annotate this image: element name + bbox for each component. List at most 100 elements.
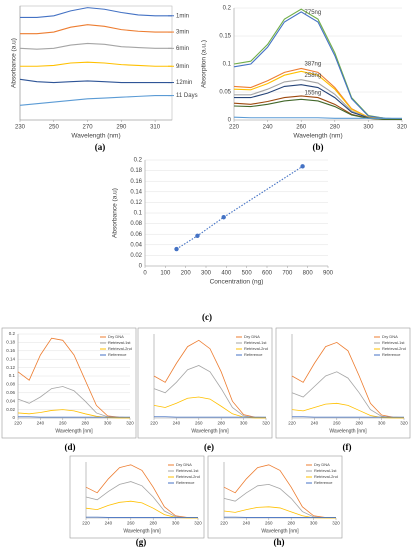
y-axis-label: Absorbance (a.u) (112, 188, 119, 238)
x-tick-label: 260 (127, 521, 135, 526)
legend-label: 11 Days (176, 93, 198, 99)
panel-label: (c) (202, 312, 212, 322)
data-line (234, 79, 403, 120)
x-tick-label: 240 (37, 421, 45, 426)
x-tick-label: 400 (221, 271, 232, 277)
legend-label: 9min (176, 64, 189, 70)
point (174, 246, 179, 252)
data-line (20, 7, 172, 18)
x-axis-label: Wavelength [nm] (55, 428, 93, 434)
legend-label: Dry DNA (314, 462, 330, 467)
y-tick-label: 0.2 (223, 6, 232, 12)
legend-label: Retrieval-2nd (382, 346, 406, 351)
x-tick-label: 300 (363, 125, 374, 131)
panel-frame (69, 455, 205, 539)
annotation: 775ng (305, 10, 322, 16)
legend-label: 1min (176, 13, 189, 19)
x-tick-label: 600 (262, 271, 273, 277)
data-line (19, 42, 172, 50)
data-line (17, 337, 131, 418)
panel-frame (137, 327, 273, 439)
data-line (291, 371, 405, 419)
y-tick-label: 0.02 (6, 407, 15, 412)
y-tick-label: 0.08 (6, 382, 15, 387)
y-tick-label: 0.12 (130, 200, 142, 206)
y-tick-label: 0.16 (6, 348, 15, 353)
x-tick-label: 280 (355, 421, 363, 426)
legend-label: Retrieval-2nd (314, 474, 338, 479)
x-tick-label: 280 (149, 521, 157, 526)
data-line (20, 61, 172, 67)
data-line (153, 396, 266, 419)
y-tick-label: 0.15 (219, 34, 231, 40)
x-tick-label: 300 (378, 421, 386, 426)
y-axis-label: Absorbance (a.u) (11, 38, 18, 88)
legend-label: 6min (176, 46, 189, 52)
y-tick-label: 0.05 (219, 90, 231, 96)
data-line (20, 24, 172, 35)
panel-frame (275, 327, 411, 439)
data-line (291, 402, 404, 419)
x-tick-label: 700 (282, 271, 293, 277)
x-tick-label: 240 (263, 125, 274, 131)
x-tick-label: 250 (49, 125, 60, 131)
x-tick-label: 300 (201, 271, 212, 277)
y-tick-label: 0.06 (6, 390, 15, 395)
x-tick-label: 220 (150, 421, 158, 426)
x-tick-label: 240 (105, 521, 113, 526)
y-tick-label: 0 (12, 415, 15, 420)
panel-frame (207, 455, 343, 539)
x-axis-label: Concentration (ng) (210, 279, 264, 286)
x-tick-label: 300 (172, 521, 180, 526)
x-axis-label: Wavelength [nm] (123, 528, 161, 534)
y-tick-label: 0.2 (9, 331, 16, 336)
y-tick-label: 0.18 (130, 168, 142, 174)
x-tick-label: 220 (220, 521, 228, 526)
y-tick-label: 0.16 (130, 179, 142, 185)
x-tick-label: 290 (116, 125, 127, 131)
x-tick-label: 100 (160, 271, 171, 277)
x-tick-label: 240 (243, 521, 251, 526)
y-tick-label: 0.1 (134, 211, 143, 217)
data-line (223, 464, 337, 519)
annotation: 258ng (305, 73, 322, 79)
x-tick-label: 300 (104, 421, 112, 426)
panel-label: (d) (65, 442, 76, 452)
legend-label: Reference (382, 352, 401, 357)
y-tick-label: 0.14 (130, 189, 142, 195)
y-tick-label: 0 (228, 118, 232, 124)
data-line (153, 339, 267, 418)
legend-label: Retrieval-2nd (244, 346, 268, 351)
annotation: 387ng (305, 62, 322, 68)
y-tick-label: 0.2 (134, 158, 143, 164)
legend-label: Dry DNA (382, 334, 398, 339)
panel-label: (f) (343, 442, 352, 452)
x-tick-label: 320 (194, 521, 202, 526)
x-tick-label: 310 (150, 125, 161, 131)
x-axis-label: Wavelength [nm] (261, 528, 299, 534)
x-tick-label: 260 (296, 125, 307, 131)
legend-label: Retrieval-1st (314, 468, 337, 473)
data-line (233, 116, 402, 119)
panel-label: (h) (274, 537, 285, 547)
x-tick-label: 900 (323, 271, 334, 277)
x-tick-label: 500 (242, 271, 253, 277)
legend-label: Reference (314, 480, 333, 485)
y-tick-label: 0.08 (130, 221, 142, 227)
x-tick-label: 300 (310, 521, 318, 526)
legend-label: Retrieval-2nd (108, 346, 132, 351)
annotation: 155ng (305, 91, 322, 97)
x-tick-label: 260 (195, 421, 203, 426)
x-tick-label: 200 (181, 271, 192, 277)
y-tick-label: 0.14 (6, 356, 15, 361)
x-axis-label: Wavelength [nm] (191, 428, 229, 434)
panel-frame (1, 327, 137, 439)
y-tick-label: 0.12 (6, 365, 15, 370)
x-tick-label: 270 (83, 125, 94, 131)
legend-label: Retrieval-1st (382, 340, 405, 345)
point (195, 233, 200, 238)
point (221, 215, 226, 220)
x-tick-label: 320 (332, 521, 340, 526)
data-line (233, 11, 403, 120)
